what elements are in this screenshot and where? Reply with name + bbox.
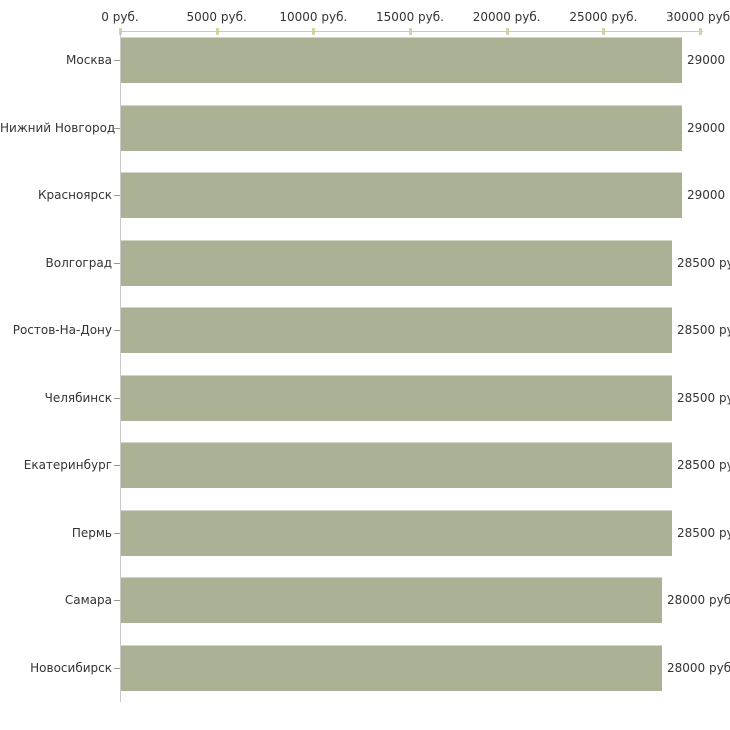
bar-4 (121, 307, 672, 353)
value-label: 29000 руб. (687, 188, 730, 202)
bar-2 (121, 172, 682, 218)
x-axis-tick-label: 25000 руб. (569, 10, 638, 24)
category-label: Екатеринбург (23, 458, 112, 472)
bar-6 (121, 442, 672, 488)
category-label: Ростов-На-Дону (12, 323, 112, 337)
category-label: Новосибирск (30, 661, 112, 675)
value-label: 28500 руб. (677, 526, 730, 540)
bar-0 (121, 37, 682, 83)
x-axis-tick-label: 20000 руб. (472, 10, 541, 24)
value-label: 28500 руб. (677, 256, 730, 270)
y-axis-tick-mark (114, 465, 120, 466)
y-axis-tick-mark (114, 398, 120, 399)
category-label: Нижний Новгород (0, 121, 116, 135)
y-axis-tick-mark (114, 128, 120, 129)
x-axis-tick-label: 15000 руб. (376, 10, 444, 24)
category-label: Москва (66, 53, 112, 67)
category-label: Пермь (71, 526, 112, 540)
value-label: 28500 руб. (677, 391, 730, 405)
bar-8 (121, 577, 662, 623)
x-axis-line (120, 31, 703, 32)
y-axis-line (120, 31, 121, 702)
category-label: Самара (64, 593, 112, 607)
bar-7 (121, 510, 672, 556)
value-label: 28000 руб. (667, 593, 730, 607)
x-axis-tick-label: 10000 руб. (279, 10, 348, 24)
value-label: 29000 руб. (687, 121, 730, 135)
y-axis-tick-mark (114, 330, 120, 331)
category-label: Красноярск (38, 188, 112, 202)
y-axis-tick-mark (114, 195, 120, 196)
x-axis-tick-label: 0 руб. (101, 10, 139, 24)
bar-1 (121, 105, 682, 151)
y-axis-tick-mark (114, 668, 120, 669)
bar-9 (121, 645, 662, 691)
value-label: 28000 руб. (667, 661, 730, 675)
y-axis-tick-mark (114, 533, 120, 534)
x-axis-tick-label: 5000 руб. (186, 10, 247, 24)
y-axis-tick-mark (114, 263, 120, 264)
category-label: Челябинск (44, 391, 112, 405)
category-label: Волгоград (45, 256, 112, 270)
bar-5 (121, 375, 672, 421)
x-axis-tick-label: 30000 руб. (666, 10, 730, 24)
value-label: 28500 руб. (677, 323, 730, 337)
y-axis-tick-mark (114, 60, 120, 61)
y-axis-tick-mark (114, 600, 120, 601)
value-label: 29000 руб. (687, 53, 730, 67)
value-label: 28500 руб. (677, 458, 730, 472)
bar-3 (121, 240, 672, 286)
